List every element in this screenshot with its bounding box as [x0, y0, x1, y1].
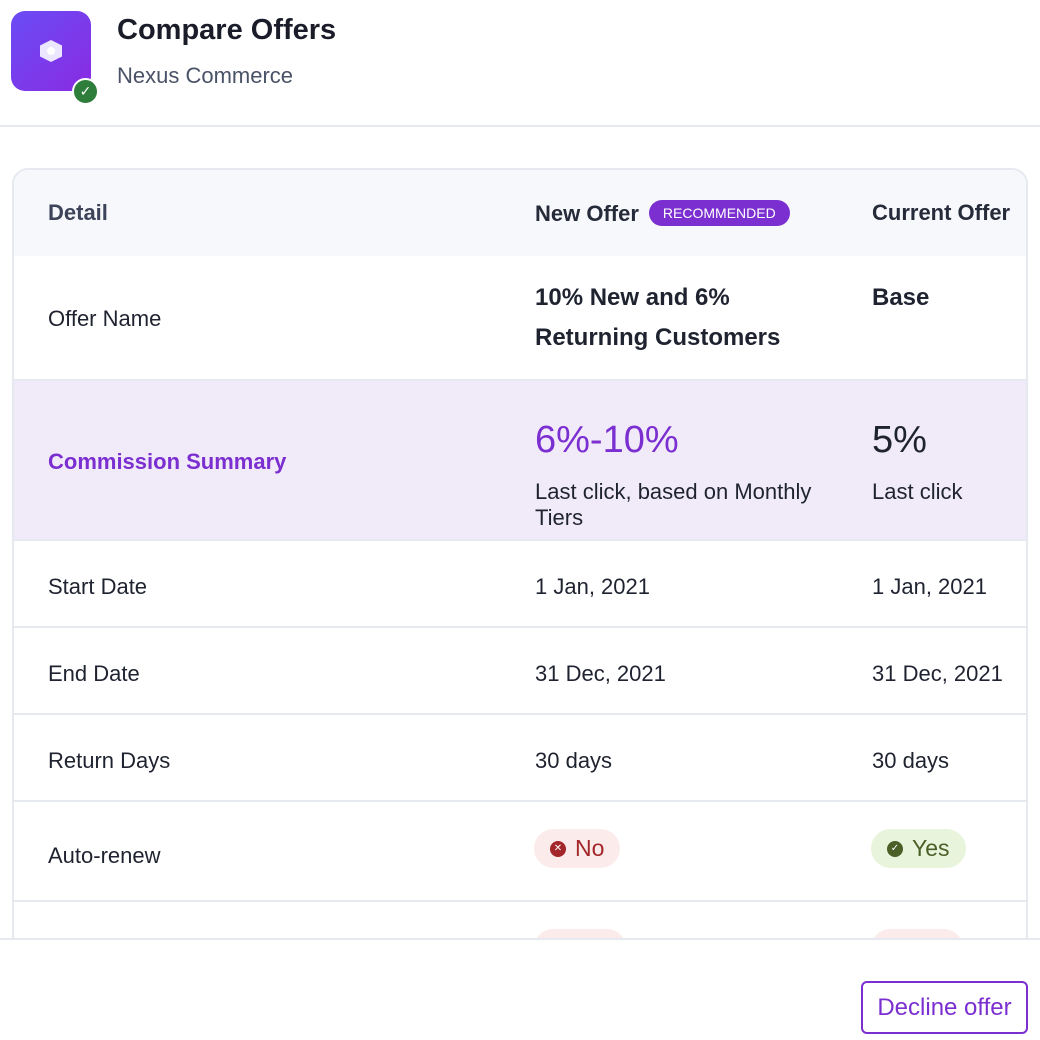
merchant-logo: ✓	[11, 11, 99, 105]
recommended-badge: RECOMMENDED	[648, 200, 790, 226]
table-row: Return Days 30 days 30 days	[14, 715, 1026, 802]
new-offer-name: 10% New and 6% Returning Customers	[535, 284, 781, 351]
table-row: End Date 31 Dec, 2021 31 Dec, 2021	[14, 628, 1026, 715]
row-label: Return Days	[48, 748, 171, 773]
row-label: Auto-renew	[48, 843, 161, 868]
merchant-name: Nexus Commerce	[117, 63, 294, 88]
table-header: Detail New Offer RECOMMENDED Current Offe…	[14, 170, 1026, 256]
table-row: Auto-renew ✕ No ✓ Yes	[14, 802, 1026, 902]
table-row: Start Date 1 Jan, 2021 1 Jan, 2021	[14, 541, 1026, 628]
row-label: Start Date	[48, 574, 148, 599]
yes-pill: ✓ Yes	[871, 829, 966, 868]
new-return-days: 30 days	[535, 748, 613, 773]
current-start-date: 1 Jan, 2021	[872, 574, 987, 599]
commission-row: Commission Summary 6%-10% Last click, ba…	[14, 381, 1026, 541]
decline-offer-button[interactable]: Decline offer	[861, 981, 1028, 1034]
new-offer-label: New Offer	[535, 201, 639, 226]
page-title: Compare Offers	[117, 14, 337, 46]
pill-text: Yes	[912, 835, 950, 861]
hexagon-icon	[40, 40, 62, 62]
current-commission-rate: 5%	[872, 419, 927, 461]
new-commission-desc: Last click, based on Monthly Tiers	[535, 479, 812, 530]
current-offer-name: Base	[872, 284, 930, 311]
table-row: Offer Name 10% New and 6% Returning Cust…	[14, 256, 1026, 381]
new-commission-rate: 6%-10%	[535, 419, 679, 461]
new-autorenew: ✕ No	[534, 829, 854, 868]
page-header: ✓ Compare Offers Nexus Commerce	[0, 0, 1040, 127]
current-end-date: 31 Dec, 2021	[872, 661, 1003, 686]
column-header-new-offer: New Offer RECOMMENDED	[535, 200, 855, 227]
new-end-date: 31 Dec, 2021	[535, 661, 666, 686]
no-pill: ✕ No	[534, 829, 621, 868]
current-return-days: 30 days	[872, 748, 950, 773]
column-header-detail: Detail	[48, 200, 108, 225]
footer: Decline offer	[0, 938, 1040, 1040]
row-label: Offer Name	[48, 306, 162, 331]
column-header-current-offer: Current Offer	[872, 200, 1011, 225]
x-circle-icon: ✕	[550, 840, 566, 857]
row-label: Commission Summary	[48, 449, 287, 474]
check-circle-icon: ✓	[887, 840, 903, 857]
pill-text: No	[575, 835, 605, 861]
comparison-table: Detail New Offer RECOMMENDED Current Offe…	[12, 168, 1028, 968]
new-start-date: 1 Jan, 2021	[535, 574, 650, 599]
current-autorenew: ✓ Yes	[871, 829, 1021, 868]
row-label: End Date	[48, 661, 140, 686]
current-commission-desc: Last click	[872, 479, 963, 504]
verified-check-icon: ✓	[72, 78, 99, 105]
